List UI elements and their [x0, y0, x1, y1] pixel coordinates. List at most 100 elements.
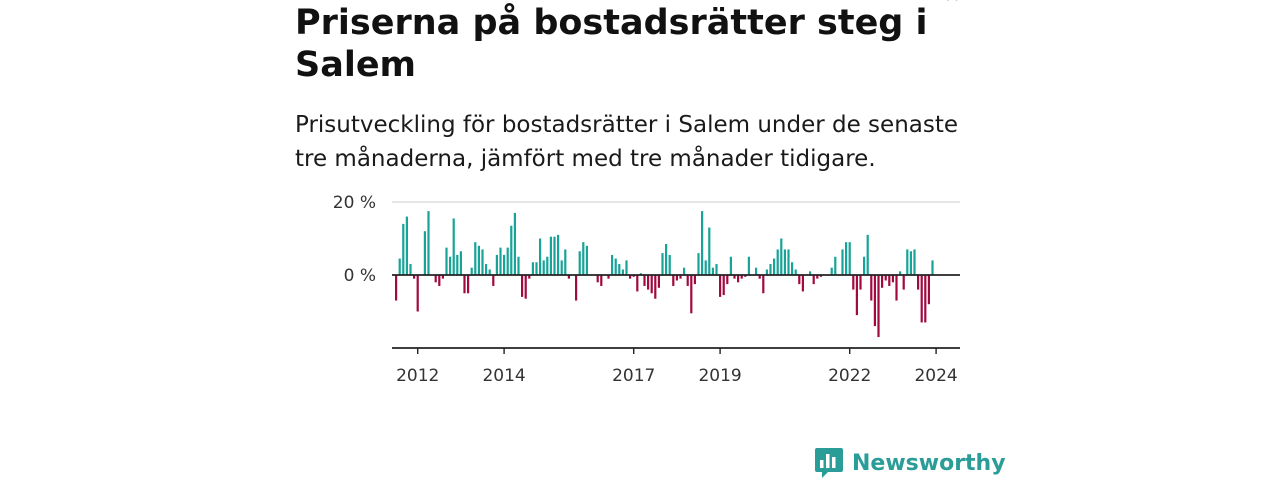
bar [791, 262, 794, 276]
bar [531, 262, 534, 276]
bar [647, 275, 650, 290]
bar [596, 275, 599, 283]
bar [564, 249, 567, 275]
bar [701, 211, 704, 276]
bar [704, 260, 707, 275]
x-tick-label: 2014 [482, 366, 525, 386]
chart-title: Priserna på bostadsrätter steg i Salem [295, 3, 928, 85]
bar [722, 275, 725, 296]
bar [845, 242, 848, 275]
bar [467, 275, 470, 294]
bar [524, 275, 527, 299]
bar [762, 275, 765, 294]
bar [542, 260, 545, 275]
bar [535, 262, 538, 276]
bar [488, 269, 491, 275]
x-tick-label: 2012 [396, 366, 439, 386]
brand-name: Newsworthy [852, 450, 1006, 476]
bar [909, 251, 912, 275]
bar [585, 245, 588, 275]
bar [665, 243, 668, 275]
bar [607, 275, 610, 279]
bar [920, 275, 923, 323]
bar [463, 275, 466, 294]
bar [557, 234, 560, 275]
x-tick-label: 2024 [914, 366, 957, 386]
brand-logo: Newsworthy [814, 446, 1006, 480]
bar [927, 275, 930, 305]
chart-subtitle: Prisutveckling för bostadsrätter i Salem… [295, 112, 959, 172]
bar [863, 256, 866, 275]
bar [427, 211, 430, 276]
bar [888, 275, 891, 286]
x-tick-label: 2022 [828, 366, 871, 386]
bar [780, 238, 783, 275]
bar [758, 275, 761, 279]
bar [452, 218, 455, 275]
bar [485, 264, 488, 275]
bar [902, 275, 905, 290]
bar [726, 275, 729, 285]
bar [776, 249, 779, 275]
bar [654, 275, 657, 299]
bar [459, 251, 462, 275]
x-tick-label: 2017 [612, 366, 655, 386]
bar [423, 231, 426, 275]
bar [636, 275, 639, 292]
bar [931, 260, 934, 275]
bar [737, 275, 740, 283]
bar [546, 256, 549, 275]
bar [614, 258, 617, 275]
bar [539, 238, 542, 275]
bar [794, 269, 797, 275]
bar [848, 242, 851, 275]
bar [711, 267, 714, 275]
bar [686, 275, 689, 286]
bar [683, 267, 686, 275]
bar [449, 256, 452, 275]
bar [517, 256, 520, 275]
bar [621, 269, 624, 275]
bar [650, 275, 653, 294]
bar [657, 275, 660, 288]
bar [510, 225, 513, 275]
bar [495, 254, 498, 275]
bar [755, 267, 758, 275]
bar [506, 247, 509, 276]
bar [899, 271, 902, 275]
bar [690, 275, 693, 314]
bar [629, 275, 632, 279]
bar [769, 264, 772, 275]
bar [402, 223, 405, 275]
bar [513, 212, 516, 275]
bar [729, 256, 732, 275]
bar [474, 242, 477, 275]
bar [830, 267, 833, 275]
bar [675, 275, 678, 281]
bar [733, 275, 736, 279]
bar [834, 256, 837, 275]
bar [917, 275, 920, 290]
bar [816, 275, 819, 279]
bar [499, 247, 502, 276]
axes [392, 274, 960, 354]
bar [445, 247, 448, 276]
y-tick-label: 0 % [344, 266, 376, 286]
bar [618, 264, 621, 275]
bar [798, 275, 801, 285]
tick-labels: 20 % 0 % 2012 2014 2017 2019 2022 2024 4 % [333, 0, 961, 386]
bar [906, 249, 909, 275]
bar [492, 275, 495, 286]
bar [560, 260, 563, 275]
bar [413, 275, 416, 279]
bar [744, 275, 747, 277]
bar [708, 227, 711, 275]
bar [639, 273, 642, 275]
bar [434, 275, 437, 283]
bar [715, 264, 718, 275]
bar [877, 275, 880, 338]
bar [913, 249, 916, 275]
bar [719, 275, 722, 297]
bar [881, 275, 884, 288]
bar [895, 275, 898, 301]
